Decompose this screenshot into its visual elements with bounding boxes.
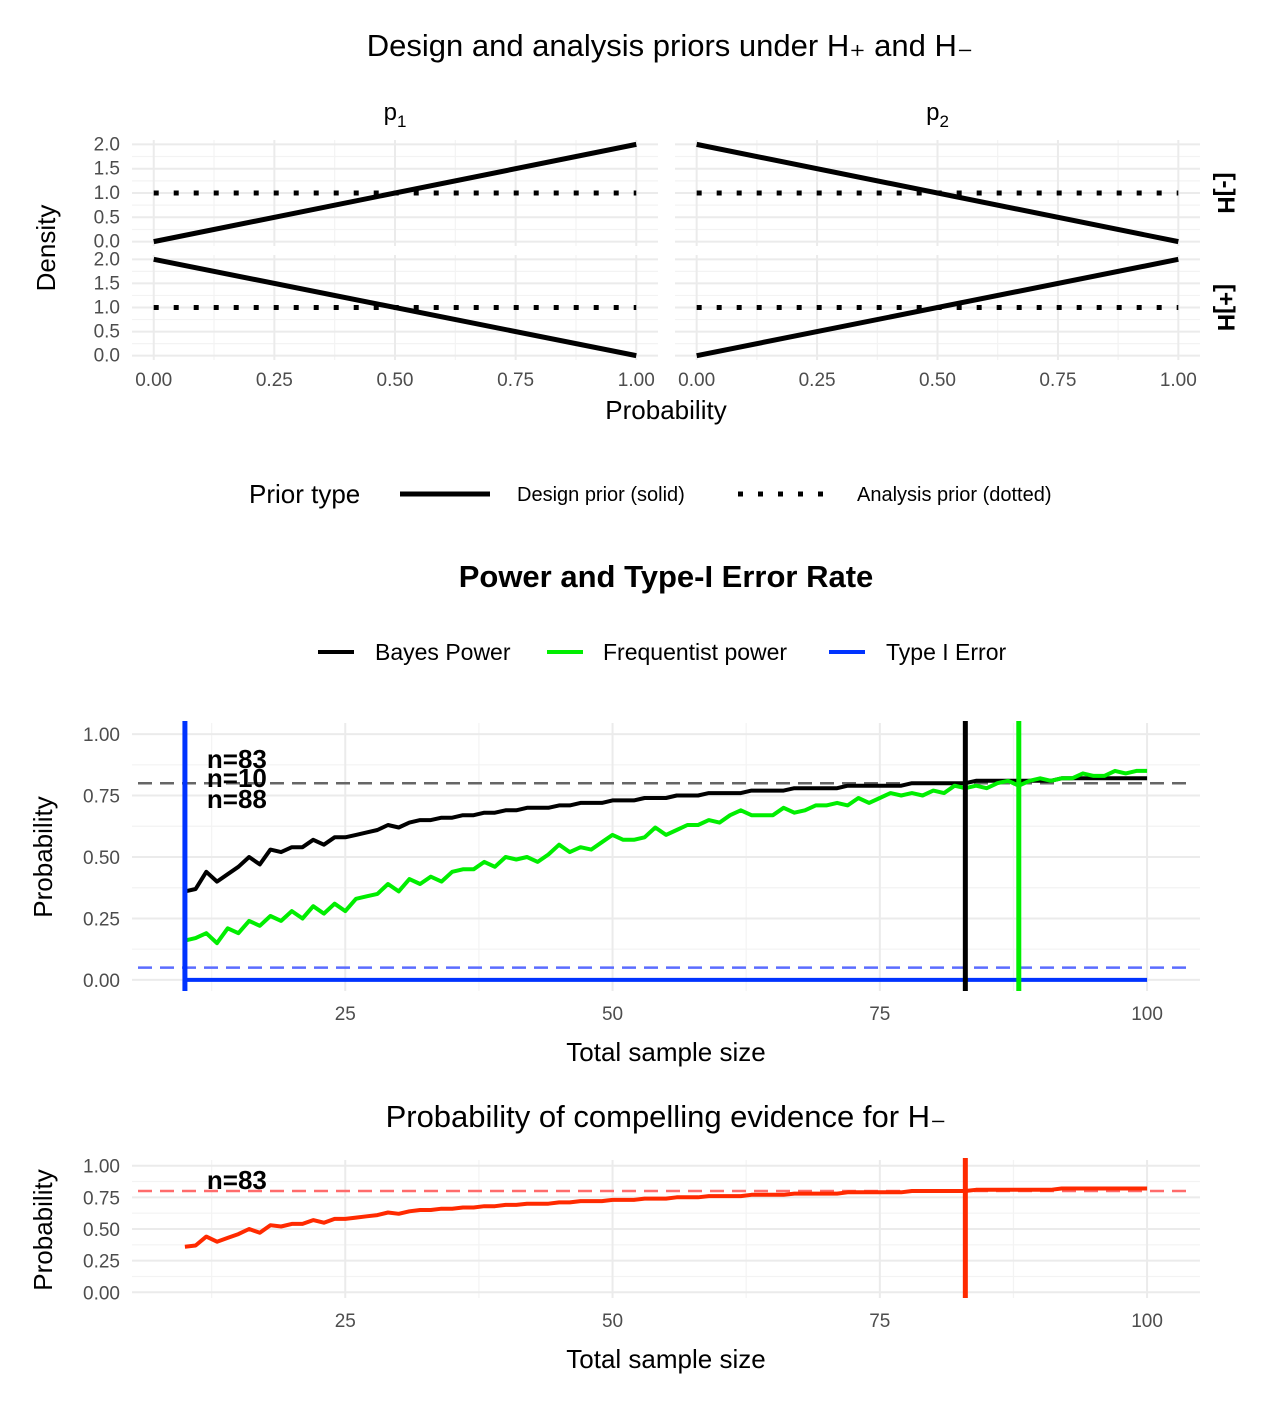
power-y-tick-label: 0.75 [83,787,120,808]
power-y-tick-label: 0.50 [83,848,120,869]
evidence-y-tick-label: 0.75 [83,1188,120,1209]
y-tick-label: 2.0 [94,249,120,270]
y-tick-label: 1.5 [94,159,120,180]
design-prior-line [153,141,637,245]
evidence-x-tick-label: 50 [602,1311,623,1332]
facet-col-label-p2: p2 [926,99,949,131]
evidence-x-tick-label: 75 [869,1311,890,1332]
x-tick-label: 0.25 [256,370,293,391]
evidence-chart: Probability of compelling evidence for H… [28,1099,1200,1374]
power-x-tick-label: 25 [335,1004,356,1025]
power-chart-xlabel: Total sample size [566,1037,765,1067]
power-series-line-frequentist-power [184,768,1148,946]
prior-chart-title: Design and analysis priors under H₊ and … [367,28,974,63]
x-tick-label: 0.00 [678,370,715,391]
legend-label: Frequentist power [603,639,787,665]
y-tick-label: 0.0 [94,346,120,367]
evidence-chart-title: Probability of compelling evidence for H… [386,1099,947,1134]
evidence-x-tick-label: 25 [335,1311,356,1332]
prior-panel--H-p1: 0.0 0.5 1.0 1.5 2.0 [94,134,658,253]
evidence-y-tick-label: 1.00 [83,1157,120,1178]
y-tick-label: 1.5 [94,273,120,294]
x-tick-label: 0.75 [497,370,534,391]
prior-panel-+H-p1: 0.0 0.5 1.0 1.5 2.0 0.00 0.25 0.50 0.75 1.00 [94,249,658,391]
evidence-chart-xlabel: Total sample size [566,1344,765,1374]
y-tick-label: 0.5 [94,207,120,228]
legend-label: Analysis prior (dotted) [857,484,1052,506]
design-prior-line [696,256,1179,359]
legend-label: Bayes Power [375,639,511,665]
power-x-tick-label: 50 [602,1004,623,1025]
power-chart: Power and Type-I Error Rate Bayes Power F… [28,559,1200,1067]
evidence-chart-ylabel: Probability [28,1169,58,1290]
x-tick-label: 1.00 [618,370,655,391]
legend-label: Design prior (solid) [517,484,685,506]
power-x-tick-label: 100 [1131,1004,1163,1025]
legend-title: Prior type [249,479,360,509]
evidence-annotation: n=83 [207,1165,267,1195]
evidence-x-tick-label: 100 [1131,1311,1163,1332]
x-tick-label: 0.00 [135,370,172,391]
power-chart-title: Power and Type-I Error Rate [459,559,874,594]
power-series-line-bayes-power [184,776,1148,894]
facet-col-label-p1: p1 [384,99,407,131]
prior-chart: Design and analysis priors under H₊ and … [31,28,1239,509]
power-y-tick-label: 0.25 [83,909,120,930]
x-tick-label: 1.00 [1160,370,1197,391]
evidence-y-tick-label: 0.25 [83,1252,120,1273]
y-tick-label: 2.0 [94,134,120,155]
design-prior-line [153,256,637,359]
x-tick-label: 0.75 [1039,370,1076,391]
power-chart-legend: Bayes Power Frequentist power Type I Error [318,639,1006,665]
power-x-tick-label: 75 [869,1004,890,1025]
design-prior-line [696,141,1179,245]
power-y-tick-label: 1.00 [83,725,120,746]
facet-row-label: [-]H [1212,172,1239,213]
power-y-tick-label: 0.00 [83,971,120,992]
evidence-series-line-0 [184,1186,1148,1249]
x-tick-label: 0.50 [919,370,956,391]
prior-chart-ylabel: Density [31,205,61,292]
prior-panel-+H-p2: 0.00 0.25 0.50 0.75 1.00 [675,255,1200,391]
evidence-y-tick-label: 0.00 [83,1283,120,1304]
y-tick-label: 1.0 [94,183,120,204]
y-tick-label: 0.0 [94,232,120,253]
y-tick-label: 0.5 [94,322,120,343]
power-annotation: n=10 [207,763,267,793]
x-tick-label: 0.50 [377,370,414,391]
y-tick-label: 1.0 [94,298,120,319]
prior-panel--H-p2 [675,140,1200,246]
prior-chart-legend: Prior type Design prior (solid) Analysis p… [249,479,1052,509]
power-chart-ylabel: Probability [28,796,58,917]
legend-label: Type I Error [886,639,1006,665]
power-annotation: n=88 [207,784,267,814]
evidence-y-tick-label: 0.50 [83,1220,120,1241]
x-tick-label: 0.25 [799,370,836,391]
prior-chart-xlabel: Probability [605,395,726,425]
facet-row-label: [+]H [1212,284,1239,331]
power-annotation: n=83 [207,744,267,774]
